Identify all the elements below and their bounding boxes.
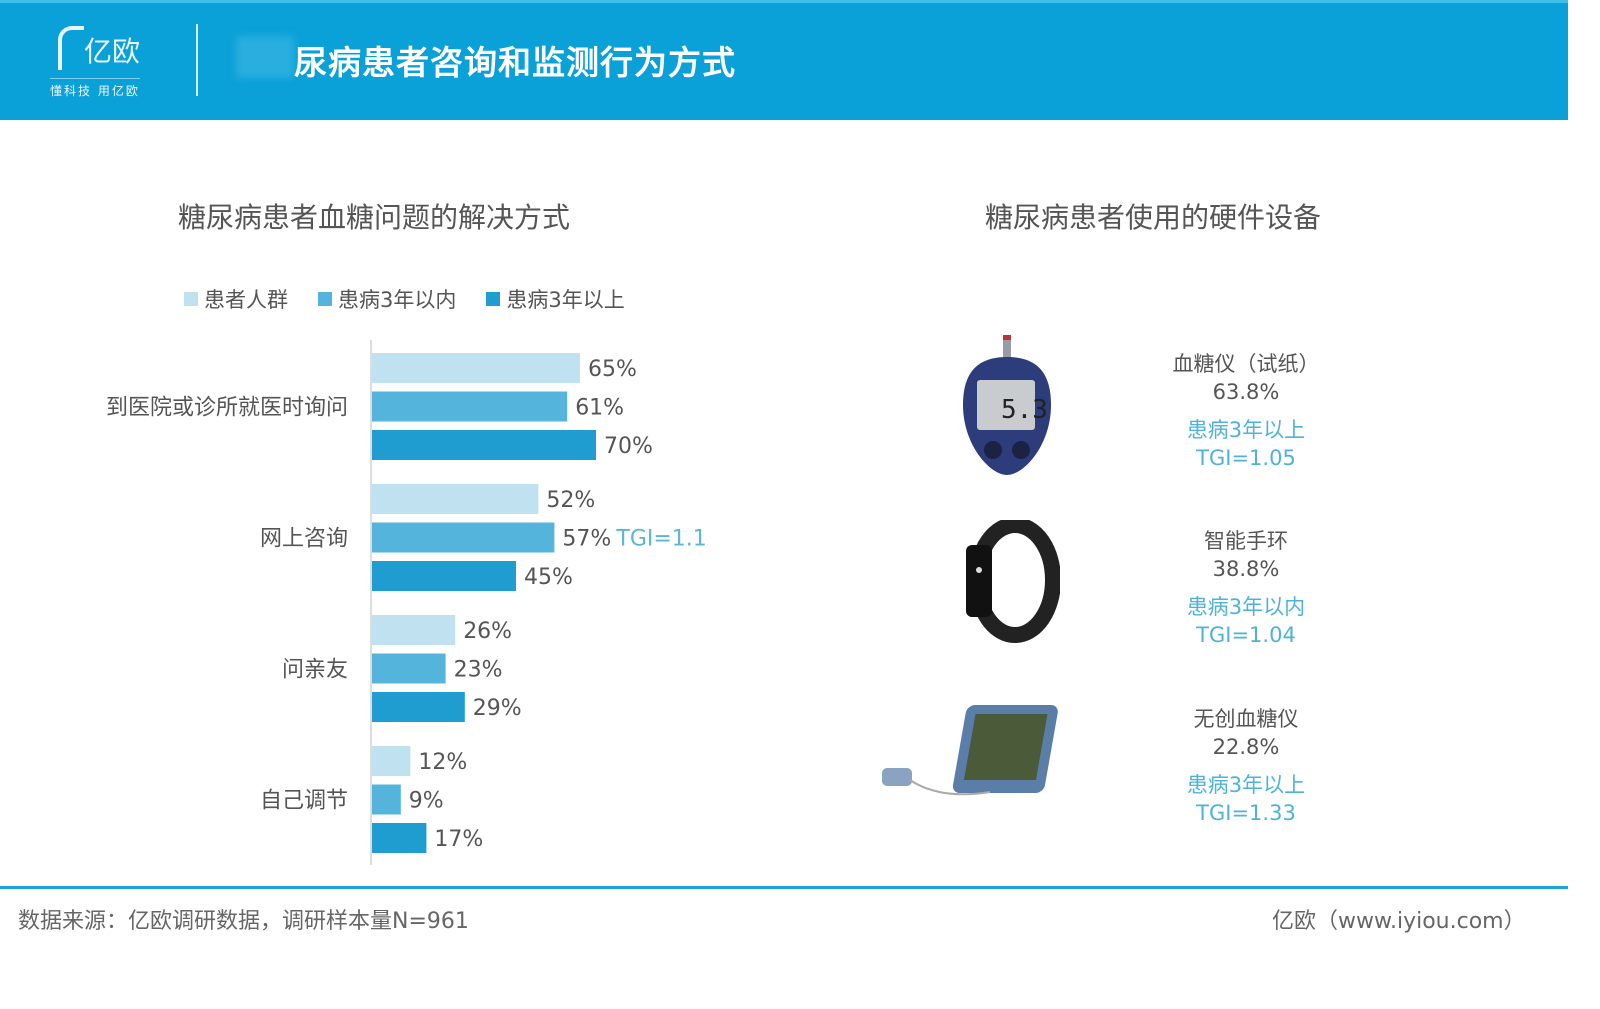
bar [372,692,465,722]
bar [372,484,539,514]
value-label: 61% [575,396,624,421]
bar [372,784,401,815]
value-label: 45% [524,565,573,590]
device-card: 血糖仪（试纸） 63.8% 患病3年以上 TGI=1.05 [1126,350,1366,472]
device-tgi: TGI=1.33 [1196,801,1296,825]
category-label: 到医院或诊所就医时询问 [106,396,348,421]
legend-swatch [184,292,198,306]
value-label: 52% [546,488,595,513]
header-divider [196,24,198,96]
category-label: 问亲友 [282,658,348,683]
device-name: 血糖仪（试纸） [1172,352,1320,376]
device-group: 患病3年以上 [1186,418,1306,442]
bar [372,615,456,645]
device-percent: 38.8% [1212,557,1280,581]
device-name: 智能手环 [1204,529,1288,553]
value-label: 26% [463,619,512,644]
chart-legend: 患者人群 患病3年以内 患病3年以上 [184,284,625,314]
category-label: 自己调节 [260,789,348,814]
footer-brand: 亿欧（www.iyiou.com） [1272,909,1526,934]
bar-chart: 到医院或诊所就医时询问 65% 61% 70% 网上咨询 52% 57% TGI=1.1 45%… [106,340,707,865]
smart-band-icon [966,520,1060,643]
bar [372,391,568,422]
page-title: 尿病患者咨询和监测行为方式 [294,43,736,82]
svg-text:5.3: 5.3 [1001,395,1048,425]
title-blur-mask [236,36,294,78]
glucose-meter-icon: 5.3 [963,335,1051,475]
value-label: 23% [454,658,503,683]
chart-title: 糖尿病患者血糖问题的解决方式 [178,201,571,234]
bar [372,522,555,553]
value-label: 65% [588,357,637,382]
logo-slogan: 懂科技 用亿欧 [50,78,140,99]
devices-title: 糖尿病患者使用的硬件设备 [985,201,1322,234]
bar [372,353,580,383]
legend-swatch [318,292,332,306]
device-tgi: TGI=1.05 [1196,446,1296,470]
data-source: 数据来源：亿欧调研数据，调研样本量N=961 [18,909,469,934]
legend-label: 患者人群 [204,288,288,312]
device-percent: 22.8% [1212,735,1280,759]
legend-item: 患者人群 [184,284,288,314]
legend-item: 患病3年以内 [318,284,456,314]
bar [372,653,446,684]
legend-label: 患病3年以内 [338,288,457,312]
value-label: 57% [562,527,611,552]
value-label: 17% [434,827,483,852]
bar [372,823,427,853]
tgi-annotation: TGI=1.1 [615,527,706,552]
value-label: 29% [473,696,522,721]
device-card: 无创血糖仪 22.8% 患病3年以上 TGI=1.33 [1126,705,1366,827]
device-group: 患病3年以上 [1186,773,1306,797]
device-card: 智能手环 38.8% 患病3年以内 TGI=1.04 [1126,527,1366,649]
device-name: 无创血糖仪 [1193,707,1299,731]
logo-text: 亿欧 [84,35,141,68]
device-group: 患病3年以内 [1186,595,1306,619]
legend-label: 患病3年以上 [506,288,625,312]
logo-icon [58,26,84,70]
device-percent: 63.8% [1212,380,1280,404]
footer-divider [0,886,1568,889]
device-tgi: TGI=1.04 [1196,623,1296,647]
bar [372,746,411,776]
legend-swatch [486,292,501,306]
bar [372,430,596,460]
category-label: 网上咨询 [260,527,348,552]
value-label: 70% [604,434,653,459]
bar [372,561,516,591]
value-label: 12% [418,750,467,775]
legend-item: 患病3年以上 [486,284,625,314]
noninvasive-glucose-monitor-icon [882,705,1058,796]
value-label: 9% [409,789,444,814]
